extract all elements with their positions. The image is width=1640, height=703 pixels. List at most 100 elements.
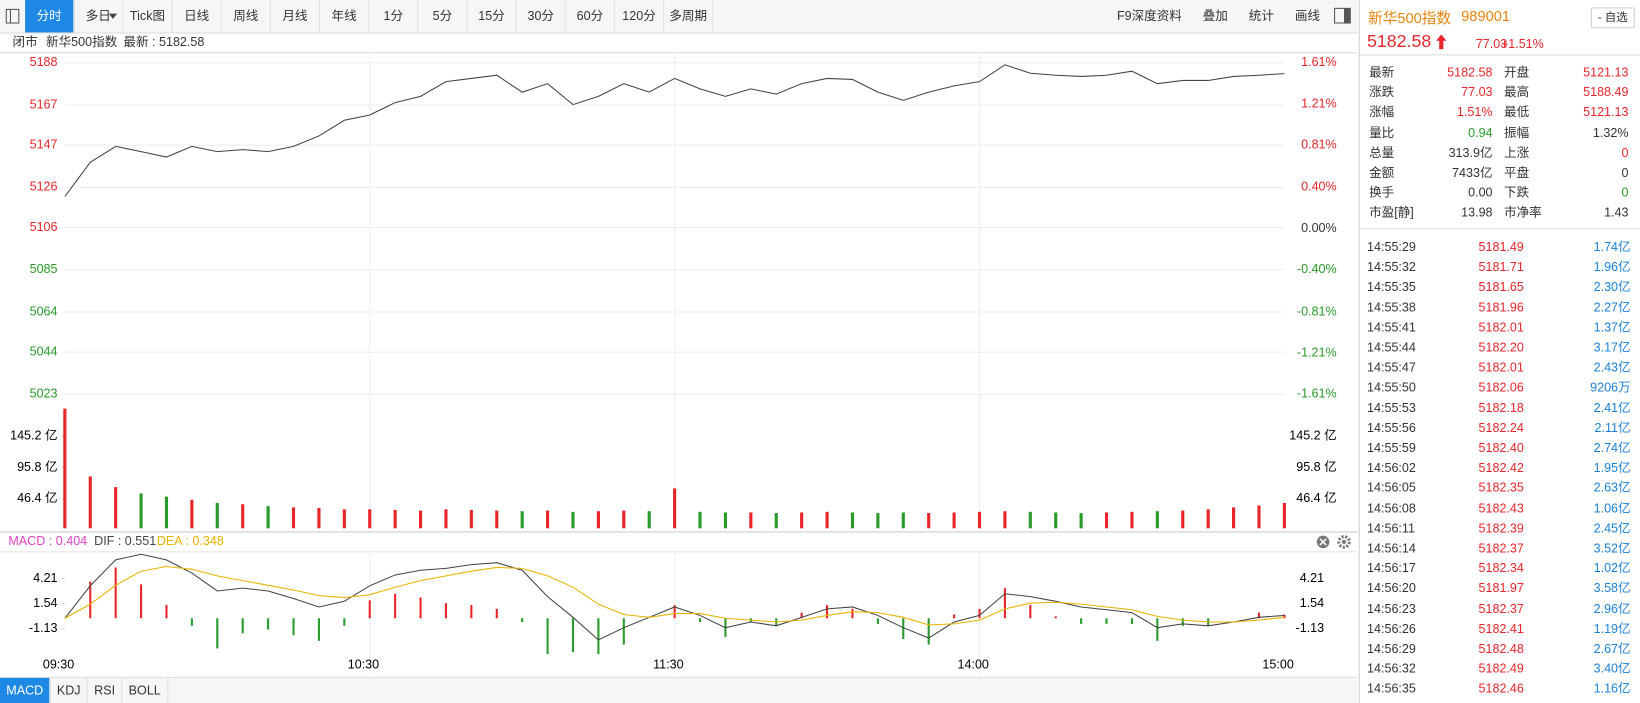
- tick-price: 5182.42: [1478, 460, 1524, 476]
- tick-volume: 1.96亿: [1593, 259, 1631, 275]
- period-tab[interactable]: 多日: [74, 0, 124, 33]
- y-tick-label: 145.2 亿: [1289, 429, 1336, 443]
- macd-bar: [521, 618, 524, 623]
- period-tab[interactable]: 分时: [25, 0, 75, 33]
- y-tick-label: 95.8 亿: [17, 460, 57, 474]
- tick-time: 14:55:56: [1367, 420, 1416, 435]
- panel-toggle[interactable]: [1330, 0, 1355, 32]
- tick-row: 14:56:11 5182.39 2.45亿: [1360, 519, 1640, 539]
- y-tick-label: 5126: [30, 180, 58, 194]
- period-tab[interactable]: 1分: [369, 0, 419, 33]
- quote-change-pct: +1.51%: [1500, 36, 1544, 52]
- y-tick-label: 46.4 亿: [17, 491, 57, 505]
- tick-time: 14:56:08: [1367, 500, 1416, 516]
- stat-label: 涨幅: [1369, 105, 1395, 120]
- stat-value: 5121.13: [1583, 105, 1629, 120]
- period-tab[interactable]: 年线: [320, 0, 370, 33]
- period-tab[interactable]: 30分: [517, 0, 566, 33]
- quote-name: 新华500指数: [1368, 9, 1452, 27]
- tick-time: 14:55:29: [1367, 239, 1416, 255]
- period-tabs: 分时 多日 Tick图 日线 周线 月线 年线 1分 5分 15分 30分 60分 120分 多周期: [25, 0, 714, 33]
- period-tab[interactable]: 60分: [566, 0, 616, 33]
- tool-button[interactable]: 叠加: [1202, 8, 1228, 24]
- tick-time: 14:56:20: [1367, 581, 1416, 596]
- macd-bar: [1054, 616, 1057, 619]
- macd-bar: [902, 618, 905, 639]
- volume-bar: [800, 512, 804, 529]
- stat-label: 最低: [1504, 105, 1530, 120]
- volume-bar: [1232, 507, 1236, 529]
- macd-bar: [800, 612, 803, 619]
- volume-bar: [825, 511, 829, 529]
- stat-value: 7433亿: [1452, 165, 1493, 180]
- tick-time: 14:56:29: [1367, 641, 1416, 656]
- tick-volume: 3.40亿: [1593, 661, 1631, 676]
- sidebar-toggle[interactable]: [0, 0, 25, 32]
- tick-time: 14:56:32: [1367, 661, 1416, 676]
- tick-time: 14:56:17: [1367, 560, 1416, 576]
- volume-bar: [190, 499, 194, 529]
- favorite-button[interactable]: - 自选: [1590, 7, 1635, 29]
- settings-icon[interactable]: [1337, 535, 1351, 549]
- macd-bar: [978, 608, 981, 619]
- tick-volume: 1.37亿: [1593, 319, 1631, 335]
- stat-value: 0.00: [1468, 185, 1493, 201]
- volume-bar: [774, 513, 778, 529]
- period-tab[interactable]: 5分: [418, 0, 468, 33]
- tick-volume: 2.27亿: [1593, 299, 1631, 315]
- y-tick-label: 1.54: [1300, 596, 1324, 610]
- status: 闭市: [12, 34, 38, 50]
- y-tick-label: 5085: [30, 262, 58, 276]
- volume-bar: [88, 476, 92, 529]
- period-tab[interactable]: Tick图: [123, 0, 173, 33]
- volume-bar: [977, 511, 982, 529]
- period-tab[interactable]: 多周期: [664, 0, 714, 33]
- stat-value: 77.03: [1461, 84, 1493, 100]
- period-tab[interactable]: 120分: [615, 0, 665, 33]
- volume-bar: [571, 511, 575, 529]
- tick-time: 14:55:35: [1367, 279, 1416, 295]
- volume-bar: [901, 512, 905, 529]
- stat-value: 0.94: [1468, 125, 1493, 140]
- period-tab[interactable]: 15分: [468, 0, 517, 33]
- stat-value: 313.9亿: [1448, 145, 1493, 160]
- macd-bar: [698, 618, 702, 623]
- volume-bar: [1206, 509, 1210, 529]
- quote-change: 77.03: [1475, 36, 1508, 52]
- period-tab[interactable]: 月线: [271, 0, 321, 33]
- y2-tick-label: 0.40%: [1301, 180, 1337, 194]
- indicator-tab[interactable]: RSI: [88, 677, 123, 703]
- tick-price: 5182.39: [1478, 520, 1524, 536]
- volume-bar: [673, 488, 677, 529]
- macd-bar: [826, 605, 829, 619]
- x-tick-label: 10:30: [348, 658, 379, 672]
- volume-bar: [241, 504, 245, 529]
- indicator-tab[interactable]: MACD: [0, 677, 51, 703]
- stat-value: 1.32%: [1592, 125, 1629, 140]
- tool-button[interactable]: 统计: [1248, 8, 1274, 24]
- macd-bar: [368, 600, 371, 619]
- tool-button[interactable]: 画线: [1294, 8, 1320, 24]
- volume-bar: [139, 493, 143, 529]
- volume-bar: [698, 511, 702, 529]
- volume-bar: [622, 510, 626, 529]
- stat-value: 5182.58: [1447, 64, 1493, 80]
- indicator-tab[interactable]: KDJ: [51, 677, 88, 703]
- tick-row: 14:55:29 5181.49 1.74亿: [1360, 237, 1640, 257]
- period-tab[interactable]: 周线: [222, 0, 271, 33]
- indicator-tab[interactable]: BOLL: [122, 677, 169, 703]
- tick-price: 5182.37: [1478, 601, 1524, 616]
- macd-bar: [927, 618, 930, 645]
- period-tab[interactable]: 日线: [173, 0, 222, 33]
- close-icon[interactable]: [1316, 535, 1330, 549]
- tick-volume: 9206万: [1590, 380, 1631, 395]
- tick-price: 5182.37: [1478, 540, 1524, 556]
- y-tick-label: 95.8 亿: [1296, 460, 1336, 474]
- tick-time: 14:55:32: [1367, 259, 1416, 275]
- tool-button[interactable]: F9深度资料: [1116, 8, 1182, 24]
- tick-row: 14:55:56 5182.24 2.11亿: [1360, 418, 1640, 438]
- macd-bar: [190, 618, 193, 626]
- macd-bar: [394, 593, 397, 619]
- tick-row: 14:56:05 5182.35 2.63亿: [1360, 478, 1640, 498]
